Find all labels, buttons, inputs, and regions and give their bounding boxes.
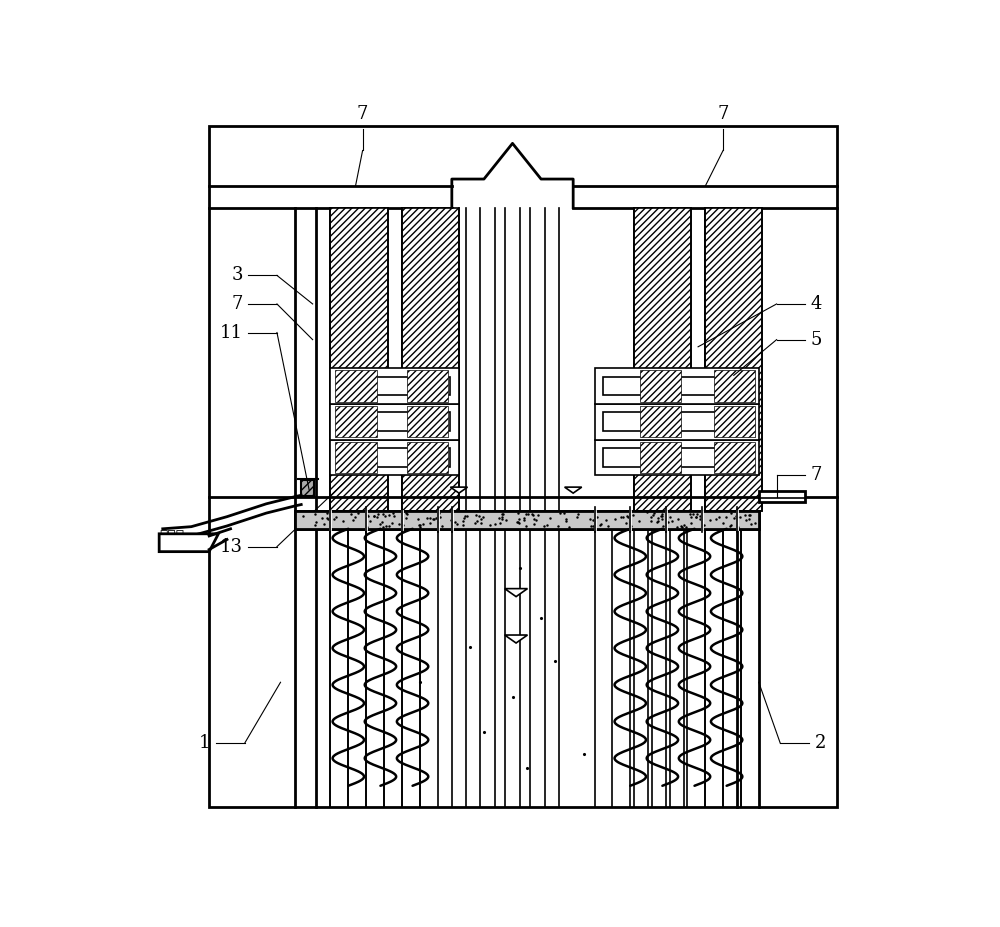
Text: 灌浆料: 灌浆料 xyxy=(159,529,184,543)
Bar xyxy=(603,448,750,466)
Text: 7: 7 xyxy=(811,466,822,484)
Bar xyxy=(595,404,759,439)
Bar xyxy=(705,208,762,511)
Bar xyxy=(330,439,459,476)
Text: 2: 2 xyxy=(814,734,826,752)
Bar xyxy=(330,368,459,404)
Text: 5: 5 xyxy=(811,331,822,349)
Bar xyxy=(407,442,448,473)
Bar xyxy=(634,208,691,511)
Bar xyxy=(295,511,759,528)
Bar xyxy=(640,371,681,401)
Polygon shape xyxy=(565,487,582,493)
Bar xyxy=(335,406,377,438)
Bar xyxy=(301,480,314,496)
Bar xyxy=(603,376,750,395)
Polygon shape xyxy=(159,534,218,552)
Bar xyxy=(339,376,450,395)
Text: 13: 13 xyxy=(220,538,243,555)
Bar xyxy=(759,491,805,502)
Bar xyxy=(335,442,377,473)
Polygon shape xyxy=(505,589,527,597)
Text: 11: 11 xyxy=(220,324,243,341)
Bar xyxy=(402,208,459,511)
Bar xyxy=(330,208,388,511)
Bar xyxy=(714,406,755,438)
Bar xyxy=(407,406,448,438)
Bar xyxy=(339,413,450,431)
Text: 1: 1 xyxy=(199,734,211,752)
Bar xyxy=(407,371,448,401)
Bar xyxy=(595,368,759,404)
Bar xyxy=(603,413,750,431)
Text: 7: 7 xyxy=(357,106,368,123)
Bar xyxy=(335,371,377,401)
Text: 7: 7 xyxy=(231,295,243,313)
Text: 7: 7 xyxy=(717,106,729,123)
Bar xyxy=(640,406,681,438)
Polygon shape xyxy=(450,487,468,493)
Bar xyxy=(714,442,755,473)
Bar xyxy=(330,404,459,439)
Text: 3: 3 xyxy=(231,266,243,285)
Bar xyxy=(714,371,755,401)
Polygon shape xyxy=(505,635,527,643)
Bar xyxy=(209,125,837,807)
Bar xyxy=(595,439,759,476)
Bar xyxy=(339,448,450,466)
Bar xyxy=(640,442,681,473)
Text: 4: 4 xyxy=(811,295,822,313)
